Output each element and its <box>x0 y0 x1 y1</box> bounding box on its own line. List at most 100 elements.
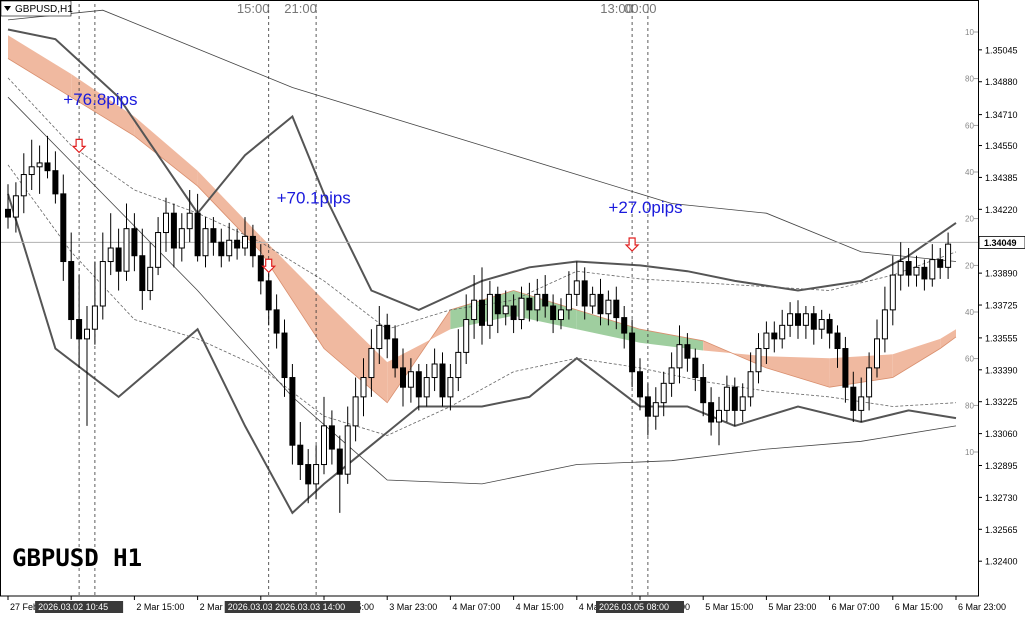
candle <box>803 306 808 339</box>
candle-body-bull <box>85 329 90 339</box>
candle-body-bull <box>519 298 524 319</box>
candle <box>819 310 824 339</box>
candle-body-bull <box>361 378 366 397</box>
right-scale-label: 40 <box>965 168 974 177</box>
candle-body-bear <box>329 426 334 449</box>
candle-body-bear <box>266 281 271 310</box>
indicator-bands <box>0 10 978 513</box>
right-scale-label: 80 <box>965 75 974 84</box>
candle-body-bear <box>235 240 240 248</box>
candle <box>203 217 208 267</box>
candle-body-bull <box>677 345 682 368</box>
candle-body-bear <box>851 387 856 410</box>
candle-body-bull <box>314 465 319 484</box>
chart-title: GBPUSD H1 <box>12 544 142 572</box>
vertical-markers <box>79 4 648 596</box>
candle-body-bull <box>472 300 477 319</box>
cloud-segment-bear <box>893 339 940 378</box>
candle <box>574 262 579 306</box>
candle-body-bull <box>574 281 579 295</box>
sell-arrow-icon <box>73 139 85 152</box>
candle-body-bull <box>780 325 785 339</box>
candle <box>740 383 745 422</box>
candle-body-bull <box>203 229 208 256</box>
right-scale-label: 80 <box>965 401 974 410</box>
candle-body-bear <box>811 314 816 329</box>
candle-body-bull <box>535 294 540 309</box>
candle-body-bear <box>709 403 714 422</box>
candle <box>859 378 864 422</box>
price-tick-label: 1.32565 <box>985 525 1018 535</box>
candle-body-bull <box>21 175 26 196</box>
price-tick-label: 1.35045 <box>985 45 1018 55</box>
candle <box>843 337 848 403</box>
candle-body-bear <box>77 320 82 339</box>
candle-body-bull <box>867 368 872 397</box>
candle-body-bear <box>543 294 548 306</box>
candle <box>724 376 729 422</box>
candle <box>448 364 453 410</box>
candle <box>298 422 303 480</box>
candle-body-bull <box>661 383 666 402</box>
candle <box>171 204 176 268</box>
price-tick-label: 1.33890 <box>985 269 1018 279</box>
price-tick-label: 1.32730 <box>985 493 1018 503</box>
candle <box>235 229 240 260</box>
candle-body-bull <box>424 378 429 397</box>
candle-body-bull <box>859 397 864 411</box>
candle <box>45 136 50 179</box>
candle-body-bull <box>882 310 887 339</box>
candle-body-bull <box>187 213 192 228</box>
price-tick-label: 1.32895 <box>985 461 1018 471</box>
candle <box>29 140 34 190</box>
candle-body-bear <box>835 333 840 348</box>
candle <box>938 248 943 279</box>
candle <box>156 217 161 275</box>
candle-body-bull <box>100 262 105 306</box>
candle <box>693 349 698 392</box>
candle <box>677 325 682 383</box>
candle <box>179 213 184 261</box>
candle <box>345 407 350 484</box>
candle-body-bear <box>61 194 66 262</box>
candle-body-bear <box>171 213 176 248</box>
price-tick-label: 1.34880 <box>985 77 1018 87</box>
candle <box>416 364 421 410</box>
candle-body-bear <box>614 300 619 317</box>
top-time-label: 15:00 <box>237 1 270 16</box>
time-tick-label: 6 Mar 15:00 <box>895 602 943 612</box>
candle-body-bear <box>416 372 421 397</box>
candle <box>108 213 113 275</box>
ichimoku-cloud <box>8 35 956 402</box>
candle-body-bull <box>930 260 935 279</box>
candle-body-bear <box>274 310 279 333</box>
candle-body-bull <box>448 378 453 397</box>
candle <box>487 281 492 339</box>
time-tick-label: 4 Mar 15:00 <box>516 602 564 612</box>
price-tick-label: 1.33390 <box>985 365 1018 375</box>
candle-body-bull <box>946 244 951 267</box>
candle-body-bear <box>645 397 650 416</box>
candle-body-bear <box>53 171 58 194</box>
time-tick-label: 6 Mar 07:00 <box>832 602 880 612</box>
candle-body-bear <box>827 320 832 334</box>
candle <box>772 321 777 352</box>
candle-body-bear <box>385 325 390 339</box>
candle <box>227 223 232 262</box>
candle <box>796 300 801 339</box>
right-scale-label: 60 <box>965 121 974 130</box>
candle-body-bull <box>164 213 169 232</box>
candle <box>100 233 105 320</box>
candle-body-bear <box>772 333 777 339</box>
price-tick-label: 1.33555 <box>985 333 1018 343</box>
candle-body-bear <box>938 260 943 268</box>
candle-body-bull <box>13 196 18 217</box>
candle <box>622 306 627 349</box>
candle <box>140 229 145 310</box>
candle-body-bear <box>140 256 145 291</box>
candle-body-bull <box>898 262 903 276</box>
candle-body-bull <box>748 372 753 397</box>
sell-arrow-icon <box>626 238 638 251</box>
candle-body-bear <box>306 465 311 484</box>
